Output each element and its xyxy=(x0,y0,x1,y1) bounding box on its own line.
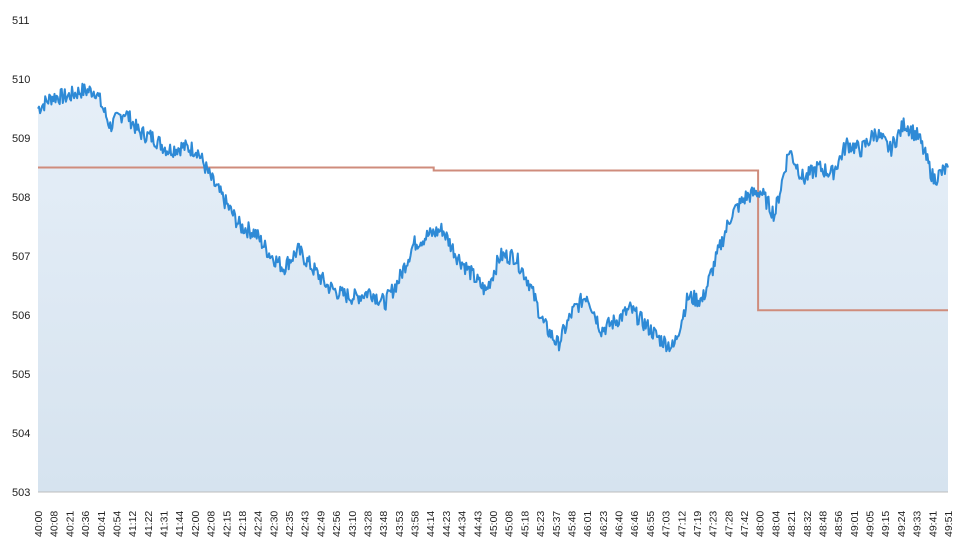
x-tick-label: 42:43 xyxy=(300,511,312,537)
x-tick-label: 40:54 xyxy=(111,511,123,537)
x-tick-label: 40:41 xyxy=(96,511,108,537)
y-tick-label: 511 xyxy=(12,15,30,27)
x-tick-label: 47:12 xyxy=(676,511,688,537)
x-tick-label: 43:53 xyxy=(394,511,406,537)
x-tick-label: 42:08 xyxy=(206,511,218,537)
x-tick-label: 45:00 xyxy=(488,511,500,537)
line-layer xyxy=(37,82,949,353)
y-tick-label: 505 xyxy=(12,369,30,381)
x-tick-label: 42:35 xyxy=(284,511,296,537)
x-tick-label: 48:32 xyxy=(802,511,814,537)
x-tick-label: 42:56 xyxy=(331,511,343,537)
y-tick-label: 503 xyxy=(12,487,30,499)
x-tick-label: 49:41 xyxy=(927,511,939,537)
x-tick-label: 40:08 xyxy=(49,511,61,537)
y-tick-label: 508 xyxy=(12,192,30,204)
x-tick-label: 49:01 xyxy=(849,511,861,537)
x-tick-label: 42:24 xyxy=(253,511,265,537)
x-tick-label: 46:23 xyxy=(598,511,610,537)
x-tick-label: 40:21 xyxy=(64,511,76,537)
x-axis: 40:00 40:08 40:21 40:36 40:41 40:54 41:12 41:22… xyxy=(33,491,955,537)
x-tick-label: 49:51 xyxy=(943,511,955,537)
x-tick-label: 47:03 xyxy=(661,511,673,537)
x-tick-label: 42:30 xyxy=(268,511,280,537)
x-tick-label: 42:18 xyxy=(237,511,249,537)
x-tick-label: 42:15 xyxy=(221,511,233,537)
reference-step-line xyxy=(38,166,948,312)
y-tick-label: 506 xyxy=(12,310,30,322)
y-tick-label: 504 xyxy=(12,428,30,440)
x-tick-label: 46:01 xyxy=(582,511,594,537)
x-tick-label: 47:42 xyxy=(739,511,751,537)
x-tick-label: 41:31 xyxy=(159,511,171,537)
x-tick-label: 49:15 xyxy=(880,511,892,537)
x-tick-label: 45:18 xyxy=(519,511,531,537)
x-tick-label: 40:00 xyxy=(33,511,45,537)
x-tick-label: 44:34 xyxy=(457,511,469,537)
x-tick-label: 47:19 xyxy=(692,511,704,537)
x-tick-label: 49:05 xyxy=(865,511,877,537)
x-tick-label: 49:33 xyxy=(912,511,924,537)
x-tick-label: 43:58 xyxy=(410,511,422,537)
y-tick-label: 510 xyxy=(12,74,30,86)
y-tick-label: 509 xyxy=(12,133,30,145)
x-tick-label: 44:23 xyxy=(441,511,453,537)
x-tick-label: 44:43 xyxy=(472,511,484,537)
x-tick-label: 43:10 xyxy=(347,511,359,537)
x-tick-label: 48:21 xyxy=(786,511,798,537)
x-tick-label: 43:28 xyxy=(363,511,375,537)
x-tick-label: 48:04 xyxy=(770,511,782,537)
x-tick-label: 45:08 xyxy=(504,511,516,537)
x-tick-label: 41:44 xyxy=(174,511,186,537)
x-tick-label: 42:49 xyxy=(315,511,327,537)
x-tick-label: 46:40 xyxy=(614,511,626,537)
y-axis: 503 504 505 506 507 508 509 510 511 xyxy=(12,15,30,499)
x-tick-label: 46:46 xyxy=(629,511,641,537)
x-tick-label: 40:36 xyxy=(80,511,92,537)
price-area xyxy=(38,83,948,493)
x-tick-label: 45:48 xyxy=(566,511,578,537)
x-tick-label: 45:23 xyxy=(535,511,547,537)
x-tick-label: 41:12 xyxy=(127,511,139,537)
x-tick-label: 47:28 xyxy=(723,511,735,537)
x-tick-label: 49:24 xyxy=(896,511,908,537)
price-line xyxy=(37,82,949,353)
x-tick-label: 48:00 xyxy=(755,511,767,537)
x-tick-label: 46:55 xyxy=(645,511,657,537)
x-tick-label: 48:56 xyxy=(833,511,845,537)
x-tick-label: 43:48 xyxy=(378,511,390,537)
x-tick-label: 41:22 xyxy=(143,511,155,537)
x-tick-label: 48:48 xyxy=(818,511,830,537)
y-tick-label: 507 xyxy=(12,251,30,263)
x-tick-label: 45:37 xyxy=(551,511,563,537)
x-tick-label: 42:00 xyxy=(190,511,202,537)
x-tick-label: 47:23 xyxy=(708,511,720,537)
x-tick-label: 44:14 xyxy=(425,511,437,537)
area-layer xyxy=(38,83,948,493)
